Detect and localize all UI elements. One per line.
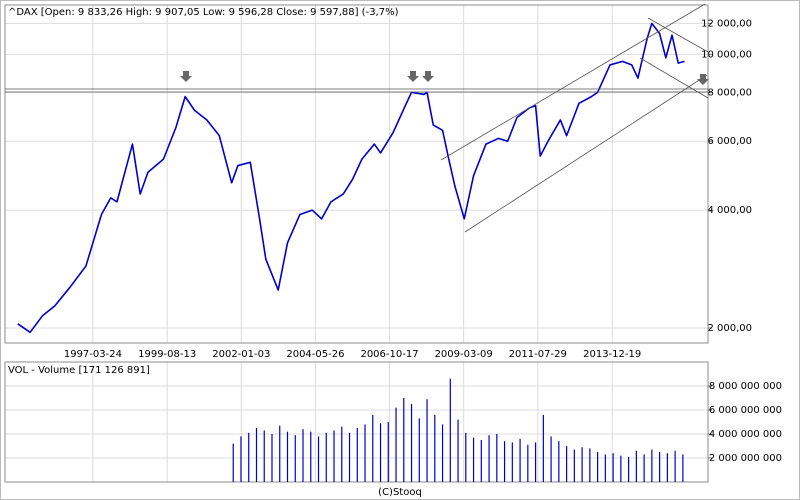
- x-tick-label: 2006-10-17: [360, 349, 418, 360]
- channel-line: [639, 57, 709, 99]
- arrow-marker: [422, 71, 434, 82]
- arrow-marker: [180, 71, 192, 82]
- y-tick-label: 2 000 000 000: [709, 453, 782, 464]
- y-tick-label: 10 000,00: [701, 49, 752, 60]
- x-tick-label: 2002-01-03: [212, 349, 270, 360]
- volume-title: VOL - Volume [171 126 891]: [8, 365, 150, 376]
- plot-layer: 1997-03-24 1999-08-13 2002-01-03 2004-05-26…: [4, 4, 782, 483]
- y-tick-label: 6 000 000 000: [709, 405, 782, 416]
- y-tick-label: 12 000,00: [701, 18, 752, 29]
- price-title: ^DAX [Open: 9 833,26 High: 9 907,05 Low:…: [8, 7, 399, 18]
- channel-line: [647, 17, 709, 53]
- y-tick-label: 2 000,00: [707, 323, 752, 334]
- x-tick-label: 1997-03-24: [64, 349, 122, 360]
- plot-frame: [4, 361, 709, 483]
- annotations: [5, 3, 709, 233]
- y-tick-label: 4 000 000 000: [709, 429, 782, 440]
- x-tick-label: 2009-03-09: [435, 349, 493, 360]
- x-tick-label: 1999-08-13: [138, 349, 196, 360]
- channel-line: [440, 3, 706, 161]
- arrow-marker: [407, 71, 419, 82]
- y-tick-label: 8 000 000 000: [709, 381, 782, 392]
- y-tick-label: 8 000,00: [707, 87, 752, 98]
- price-line: [17, 22, 685, 334]
- plot-frame: [4, 4, 709, 344]
- x-tick-label: 2013-12-19: [583, 349, 641, 360]
- arrow-marker: [697, 74, 709, 85]
- y-tick-label: 6 000,00: [707, 136, 752, 147]
- x-tick-label: 2011-07-29: [509, 349, 567, 360]
- footer: (C)Stooq: [378, 487, 422, 498]
- channel-line: [464, 74, 708, 233]
- y-tick-label: 4 000,00: [707, 205, 752, 216]
- x-tick-label: 2004-05-26: [286, 349, 344, 360]
